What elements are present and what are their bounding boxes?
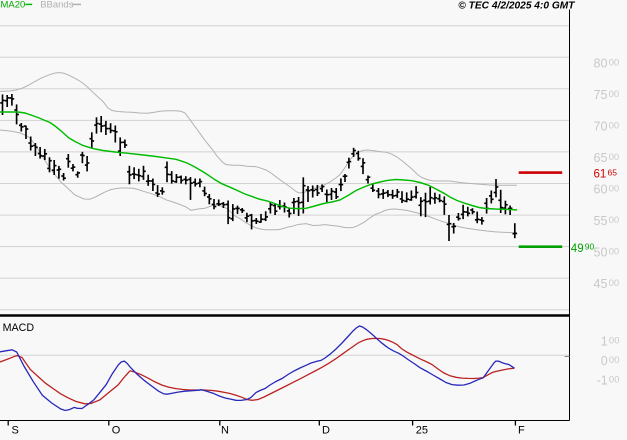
svg-text:O: O [112, 425, 121, 437]
svg-text:6500: 6500 [594, 151, 620, 165]
svg-text:25: 25 [416, 425, 428, 437]
svg-text:4990: 4990 [571, 242, 595, 255]
svg-text:100: 100 [601, 335, 620, 349]
svg-text:5500: 5500 [594, 214, 620, 228]
svg-text:S: S [12, 425, 19, 437]
svg-text:F: F [518, 425, 525, 437]
svg-text:© TEC 4/2/2025 4:0 GMT: © TEC 4/2/2025 4:0 GMT [458, 1, 575, 12]
svg-text:5000: 5000 [594, 246, 620, 260]
svg-text:N: N [221, 425, 229, 437]
svg-text:-100: -100 [597, 374, 620, 388]
svg-text:7000: 7000 [594, 120, 620, 134]
svg-text:4500: 4500 [594, 277, 620, 291]
svg-text:MA20: MA20 [1, 0, 26, 11]
svg-text:7500: 7500 [594, 88, 620, 102]
svg-text:BBands: BBands [40, 0, 74, 11]
svg-text:MACD: MACD [3, 322, 35, 334]
svg-text:8000: 8000 [594, 57, 620, 71]
svg-text:6165: 6165 [594, 168, 618, 181]
svg-text:D: D [322, 425, 330, 437]
svg-text:000: 000 [601, 354, 620, 368]
svg-text:6000: 6000 [594, 183, 620, 197]
